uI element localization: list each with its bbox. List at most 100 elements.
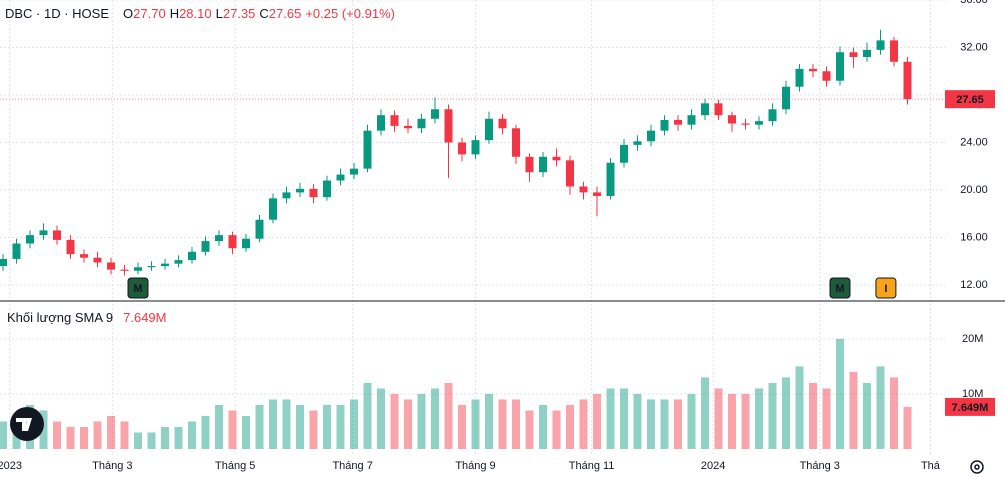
plot-area: 2023 Tháng 3 Tháng 5 Tháng 7 Tháng 9 Tháng 11… [0, 0, 945, 472]
x-tick-label: 2023 [0, 460, 22, 472]
volume-bar [93, 421, 102, 449]
volume-bar [714, 388, 723, 449]
candle-body [390, 115, 399, 126]
event-marker: M [127, 277, 149, 299]
volume-bar [404, 399, 412, 449]
candle-body [161, 263, 169, 267]
candle-body [282, 192, 291, 199]
last-volume-tag [945, 397, 995, 416]
volume-bar [201, 415, 210, 449]
volume-bar [147, 432, 156, 449]
candle-body [66, 239, 75, 255]
ohlc-key: L [216, 6, 223, 21]
candle-body [593, 192, 601, 196]
volume-bar [606, 388, 615, 449]
candle-body [107, 262, 115, 270]
volume-bar [309, 410, 318, 449]
x-tick-label: Tháng 11 [569, 460, 615, 472]
y-tick-label: 20.00 [960, 184, 988, 196]
volume-bar [0, 421, 7, 449]
volume-bar [498, 399, 507, 449]
settings-icon[interactable] [970, 460, 984, 474]
volume-bar [579, 399, 588, 449]
volume-bar [228, 410, 237, 449]
volume-bar [809, 382, 817, 449]
candle-body [431, 109, 439, 119]
ohlc-value: 28.10 [179, 6, 212, 21]
candle-body [53, 230, 61, 240]
ohlc-key: C [259, 6, 268, 21]
candle-body [606, 162, 615, 196]
x-tick-label: Tháng 3 [92, 460, 132, 472]
candle-body [782, 86, 790, 110]
candle-body [876, 40, 885, 50]
candle-body [93, 257, 102, 263]
candle-body [903, 61, 912, 100]
event-marker: I [875, 277, 897, 299]
candle-body [26, 235, 34, 244]
ohlc-value: 27.70 [133, 6, 166, 21]
volume-bar [66, 426, 75, 449]
volume-bar [417, 393, 426, 449]
volume-bar [255, 404, 264, 449]
candle-body [242, 238, 250, 249]
header: DBC · 1D · HOSE O27.70 H28.10 L27.35 C27.65 +… [5, 6, 395, 21]
candle-body [147, 266, 156, 268]
ohlc-key: O [123, 6, 133, 21]
volume-bar [849, 371, 858, 449]
candle-body [714, 103, 723, 116]
candle-body [633, 141, 642, 145]
volume-bar [363, 382, 372, 449]
volume-bar [795, 366, 804, 449]
candle-body [350, 168, 358, 175]
symbol: DBC · 1D · HOSE [5, 6, 109, 21]
candle-body [822, 71, 831, 81]
candle-body [647, 130, 655, 142]
candle-body [39, 230, 48, 236]
candle-body [512, 128, 520, 157]
x-tick-label: Tháng 5 [215, 460, 255, 472]
volume-bar [512, 399, 520, 449]
x-tick-label: Tháng 9 [455, 460, 495, 472]
last-volume-label: 7.649M [952, 402, 989, 414]
y-tick-label: 32.00 [960, 41, 988, 53]
candle-body [404, 125, 412, 129]
volume-bar [674, 399, 682, 449]
candle-body [566, 160, 574, 187]
y-tick-label: 36.00 [960, 0, 988, 6]
last-price-label: 27.65 [956, 94, 984, 106]
candle-body [201, 241, 210, 252]
candle-body [552, 156, 561, 161]
volume-bar [552, 410, 561, 449]
x-tick-label: Tháng 7 [332, 460, 372, 472]
volume-tick-label: 10M [962, 388, 983, 400]
candle-body [701, 103, 709, 116]
candle-body [498, 118, 507, 129]
volume-bar [269, 399, 277, 449]
volume-bar [444, 382, 453, 449]
candle-body [890, 40, 898, 62]
last-price-tag [945, 90, 995, 109]
tv-logo [10, 407, 44, 441]
event-marker-box [875, 277, 897, 299]
candle-body [809, 68, 817, 72]
volume-bar [390, 393, 399, 449]
x-tick-label: 2024 [701, 460, 725, 472]
candle-body [0, 258, 7, 267]
volume-bar [876, 366, 885, 449]
volume-bar [39, 410, 48, 449]
volume-bar [282, 399, 291, 449]
candle-body [795, 68, 804, 87]
candle-body [863, 49, 871, 58]
candle-body [215, 235, 223, 242]
volume-bar [296, 404, 304, 449]
y-tick-label: 16.00 [960, 231, 988, 243]
candle-body [836, 52, 844, 81]
x-tick-label: Thá [921, 460, 941, 472]
volume-bar [620, 388, 628, 449]
volume-bar [174, 426, 183, 449]
volume-bar [350, 399, 358, 449]
candle-body [458, 142, 466, 155]
ohlc-value: 27.65 [269, 6, 302, 21]
